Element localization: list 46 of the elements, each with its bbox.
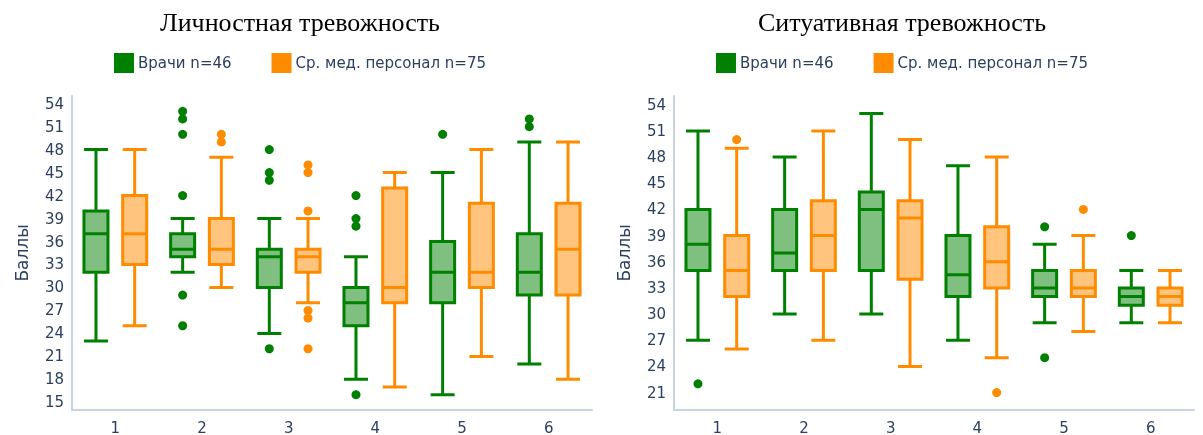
x-tick-label: 5 xyxy=(457,418,467,435)
x-tick-label: 2 xyxy=(799,418,809,435)
x-tick-label: 6 xyxy=(1145,418,1156,435)
y-tick-label: 33 xyxy=(646,278,666,297)
y-tick-label: 30 xyxy=(44,278,64,297)
y-tick-label: 45 xyxy=(44,163,64,182)
legend-label: Ср. мед. персонал n=75 xyxy=(897,54,1089,72)
y-tick-label: 42 xyxy=(44,186,64,205)
y-tick-label: 48 xyxy=(44,140,64,159)
y-axis-title: Баллы xyxy=(11,224,32,282)
x-tick-label: 5 xyxy=(1059,418,1069,435)
x-tick-label: 6 xyxy=(543,418,554,435)
x-tick-label: 2 xyxy=(197,418,207,435)
x-tick-label: 1 xyxy=(110,418,121,435)
x-tick-label: 3 xyxy=(885,418,896,435)
y-tick-label: 21 xyxy=(44,347,64,366)
y-tick-label: 18 xyxy=(44,370,64,389)
chart-title: Ситуативная тревожность xyxy=(757,7,1047,37)
y-tick-label: 36 xyxy=(44,232,64,251)
y-tick-label: 15 xyxy=(44,393,64,412)
x-tick-label: 4 xyxy=(972,418,983,435)
y-axis-title: Баллы xyxy=(613,224,634,282)
y-tick-label: 24 xyxy=(646,357,666,376)
y-tick-label: 27 xyxy=(44,301,64,320)
y-tick-label: 51 xyxy=(44,117,64,136)
legend-label: Врачи n=46 xyxy=(739,54,834,72)
y-tick-label: 54 xyxy=(646,95,666,114)
x-tick-label: 3 xyxy=(283,418,294,435)
y-tick-label: 24 xyxy=(44,324,64,343)
y-tick-label: 36 xyxy=(646,252,666,271)
legend-label: Врачи n=46 xyxy=(137,54,232,72)
x-tick-label: 4 xyxy=(370,418,381,435)
y-tick-label: 48 xyxy=(646,148,666,167)
x-tick-label: 1 xyxy=(712,418,723,435)
y-tick-label: 54 xyxy=(44,94,64,113)
y-tick-label: 33 xyxy=(44,255,64,274)
y-tick-label: 42 xyxy=(646,200,666,219)
y-tick-label: 39 xyxy=(646,226,666,245)
y-tick-label: 21 xyxy=(646,383,666,402)
y-tick-label: 30 xyxy=(646,305,666,324)
legend-label: Ср. мед. персонал n=75 xyxy=(295,54,487,72)
y-tick-label: 45 xyxy=(646,174,666,193)
chart-title: Личностная тревожность xyxy=(160,7,441,37)
y-tick-label: 51 xyxy=(646,121,666,140)
y-tick-label: 39 xyxy=(44,209,64,228)
y-tick-label: 27 xyxy=(646,331,666,350)
